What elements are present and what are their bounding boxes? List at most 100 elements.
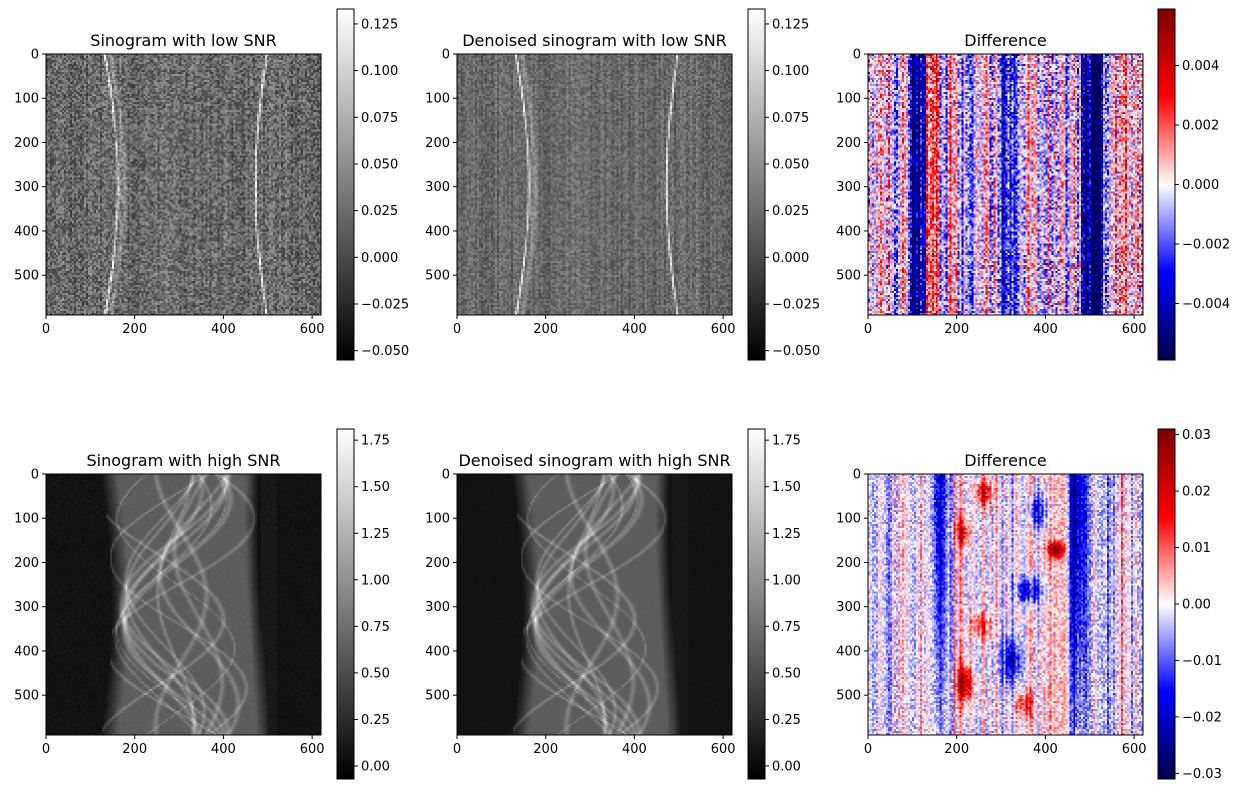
chart-title: Sinogram with high SNR <box>87 451 281 470</box>
colorbar-tick-label: 0.100 <box>772 64 809 79</box>
x-tick-label: 200 <box>944 742 969 757</box>
colorbar-tick-label: −0.002 <box>1182 237 1230 252</box>
colorbar-tick-label: −0.004 <box>1182 297 1230 312</box>
colorbar-frame <box>747 8 766 361</box>
colorbar-tick-label: 0.75 <box>361 620 390 635</box>
x-tick-label: 200 <box>533 322 558 337</box>
y-tick-label: 500 <box>14 269 39 284</box>
colorbar-tick-label: 0.004 <box>1182 59 1219 74</box>
colorbar-tick-label: 1.50 <box>361 480 390 495</box>
y-tick-label: 0 <box>442 468 450 483</box>
axes-frame <box>456 473 733 736</box>
y-tick-label: 200 <box>836 556 861 571</box>
colorbar: 0.125 0.100 0.075 0.050 0.025 0.000 −0.025 −0.0… <box>747 8 820 361</box>
colorbar-tick-label: 0.03 <box>1182 428 1211 443</box>
colorbar-tick-label: −0.050 <box>361 344 409 359</box>
colorbar-tick-label: 0.00 <box>1182 598 1211 613</box>
colorbar-tick-label: −0.03 <box>1182 767 1222 782</box>
y-tick-label: 0 <box>442 48 450 63</box>
x-tick-label: 0 <box>864 742 872 757</box>
chart-title: Denoised sinogram with high SNR <box>458 451 730 470</box>
colorbar-tick-label: 0.075 <box>361 111 398 126</box>
y-tick-label: 100 <box>14 512 39 527</box>
colorbar-tick-label: 0.25 <box>361 713 390 728</box>
colorbar: 1.75 1.50 1.25 1.00 0.75 0.50 0.25 0.00 <box>747 428 801 780</box>
x-tick-label: 0 <box>453 322 461 337</box>
x-tick-label: 600 <box>1122 322 1147 337</box>
y-tick-label: 500 <box>425 689 450 704</box>
colorbar-tick-label: 0.025 <box>361 204 398 219</box>
x-tick-label: 400 <box>622 322 647 337</box>
colorbar-tick-label: 1.00 <box>772 573 801 588</box>
colorbar-gradient <box>1158 9 1175 360</box>
x-tick-label: 200 <box>122 742 147 757</box>
colorbar-tick-label: 0.125 <box>361 17 398 32</box>
colorbar-tick-label: −0.01 <box>1182 654 1222 669</box>
colorbar: 0.125 0.100 0.075 0.050 0.025 0.000 −0.025 −0.0… <box>336 8 409 361</box>
colorbar-tick-label: 0.00 <box>361 759 390 774</box>
colorbar-tick-label: 0.50 <box>772 666 801 681</box>
y-tick-label: 500 <box>836 269 861 284</box>
colorbar-tick-label: 0.02 <box>1182 485 1211 500</box>
axes-frame <box>867 473 1144 736</box>
y-tick-label: 100 <box>425 92 450 107</box>
y-tick-label: 400 <box>14 644 39 659</box>
heatmap-image <box>46 474 321 735</box>
colorbar-gradient <box>748 429 765 779</box>
chart-title: Sinogram with low SNR <box>90 31 276 50</box>
colorbar-tick-label: 0.01 <box>1182 541 1211 556</box>
colorbar-tick-label: −0.050 <box>772 344 820 359</box>
colorbar-tick-label: 0.100 <box>361 64 398 79</box>
x-tick-label: 0 <box>42 742 50 757</box>
y-tick-label: 200 <box>14 556 39 571</box>
colorbar-tick-label: 0.75 <box>772 620 801 635</box>
heatmap-image <box>868 54 1143 315</box>
y-tick-label: 200 <box>425 556 450 571</box>
y-tick-label: 0 <box>31 48 39 63</box>
colorbar-tick-label: 0.050 <box>361 157 398 172</box>
x-tick-label: 0 <box>864 322 872 337</box>
axes-frame <box>456 53 733 316</box>
colorbar-tick-label: 1.25 <box>361 527 390 542</box>
chart-panel-5: Denoised sinogram with high SNR 0 200 400 60… <box>425 428 801 780</box>
colorbar-tick-label: 0.000 <box>772 251 809 266</box>
y-tick-label: 0 <box>31 468 39 483</box>
axes-frame <box>867 53 1144 316</box>
chart-panel-1: Sinogram with low SNR 0 200 400 600 0 100 200 30… <box>14 8 409 361</box>
colorbar-gradient <box>337 429 354 779</box>
colorbar-tick-label: −0.025 <box>361 297 409 312</box>
colorbar-frame <box>336 428 355 780</box>
colorbar-tick-label: 0.125 <box>772 17 809 32</box>
x-tick-label: 400 <box>622 742 647 757</box>
axes-frame <box>45 53 322 316</box>
colorbar-tick-label: 0.025 <box>772 204 809 219</box>
y-tick-label: 0 <box>853 468 861 483</box>
x-tick-label: 400 <box>1033 742 1058 757</box>
colorbar-frame <box>747 428 766 780</box>
x-tick-label: 600 <box>1122 742 1147 757</box>
colorbar: 1.75 1.50 1.25 1.00 0.75 0.50 0.25 0.00 <box>336 428 390 780</box>
y-tick-label: 100 <box>836 512 861 527</box>
x-tick-label: 600 <box>711 742 736 757</box>
colorbar-tick-label: 1.25 <box>772 527 801 542</box>
x-tick-label: 600 <box>300 322 325 337</box>
colorbar-tick-label: −0.025 <box>772 297 820 312</box>
y-tick-label: 400 <box>14 224 39 239</box>
x-tick-label: 400 <box>211 322 236 337</box>
heatmap-image <box>46 54 321 315</box>
heatmap-image <box>457 54 732 315</box>
colorbar: 0.004 0.002 0.000 −0.002 −0.004 <box>1157 8 1230 361</box>
y-tick-label: 400 <box>836 224 861 239</box>
y-tick-label: 500 <box>836 689 861 704</box>
y-tick-label: 400 <box>836 644 861 659</box>
x-tick-label: 200 <box>944 322 969 337</box>
x-tick-label: 600 <box>711 322 736 337</box>
colorbar-tick-label: 0.000 <box>361 251 398 266</box>
heatmap-image <box>868 474 1143 735</box>
x-tick-label: 0 <box>453 742 461 757</box>
x-tick-label: 200 <box>122 322 147 337</box>
y-tick-label: 100 <box>836 92 861 107</box>
y-tick-label: 400 <box>425 224 450 239</box>
y-tick-label: 0 <box>853 48 861 63</box>
